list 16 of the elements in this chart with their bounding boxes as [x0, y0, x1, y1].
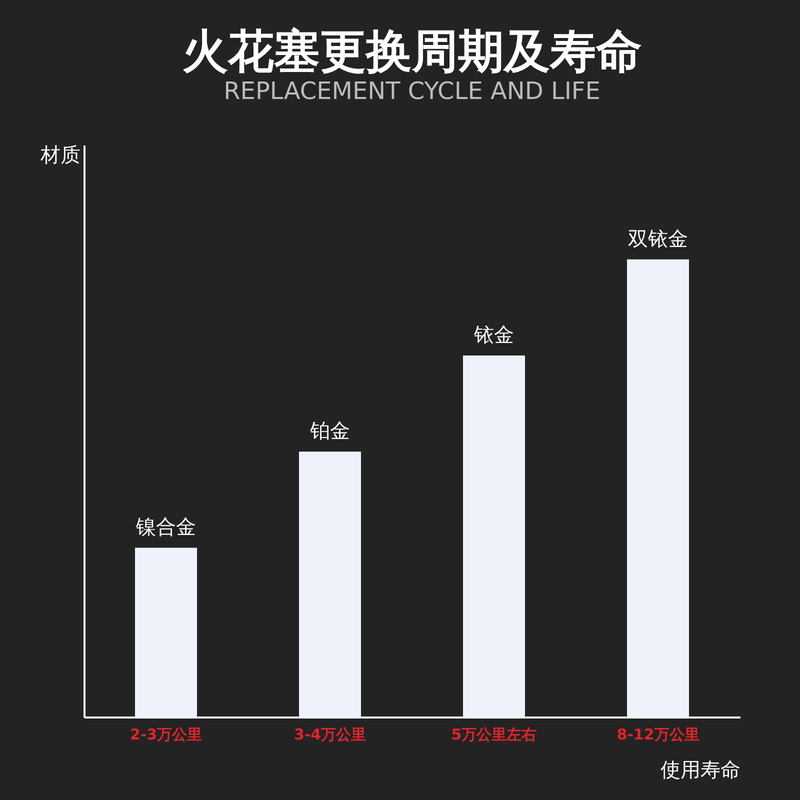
bar: [135, 548, 197, 717]
annotation: 铂金: [309, 418, 350, 443]
bar: [299, 452, 361, 717]
y-axis-title: 材质: [40, 142, 80, 166]
chart-title: 火花塞更换周期及寿命: [182, 24, 642, 78]
x-axis-title: 使用寿命: [660, 758, 740, 782]
annotation: 铱金: [473, 322, 514, 346]
chart-subtitle: REPLACEMENT CYCLE AND LIFE: [224, 77, 600, 105]
x-tick-label: 2-3万公里: [130, 726, 202, 744]
x-tick-label: 3-4万公里: [294, 726, 366, 744]
bar: [627, 259, 689, 717]
annotation: 镍合金: [135, 514, 196, 539]
annotation: 双铱金: [628, 226, 688, 250]
bar: [463, 355, 525, 717]
x-tick-label: 5万公里左右: [451, 726, 537, 744]
x-tick-label: 8-12万公里: [616, 726, 700, 744]
